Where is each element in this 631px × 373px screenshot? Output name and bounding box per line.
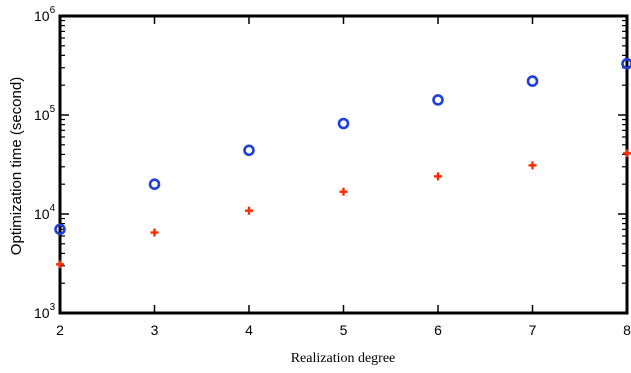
x-tick-label: 6 <box>434 322 442 338</box>
circle-marker <box>621 57 631 70</box>
x-tick-label: 4 <box>245 322 253 338</box>
x-axis: 2 3 4 5 6 7 8 <box>56 16 631 338</box>
x-tick-label: 3 <box>151 322 159 338</box>
circle-marker <box>432 94 444 106</box>
plus-marker <box>528 161 537 170</box>
y-tick-label: 105 <box>34 104 56 123</box>
plus-marker <box>434 172 442 181</box>
circle-marker <box>337 117 350 130</box>
plus-marker <box>150 228 159 237</box>
data-points <box>54 57 631 269</box>
x-axis-label: Realization degree <box>291 351 396 366</box>
y-tick-label: 106 <box>34 5 56 24</box>
x-tick-label: 2 <box>56 322 64 338</box>
plus-marker <box>339 187 348 196</box>
y-tick-label: 104 <box>34 203 56 222</box>
circle-marker <box>54 223 66 236</box>
circle-marker <box>148 178 161 190</box>
circle-marker <box>526 75 539 87</box>
plot-area <box>58 14 629 315</box>
plus-marker <box>623 149 631 158</box>
x-tick-label: 8 <box>623 322 631 338</box>
plus-marker <box>245 206 253 215</box>
x-tick-label: 7 <box>529 322 537 338</box>
circle-marker <box>243 144 255 157</box>
y-tick-label: 103 <box>34 302 56 321</box>
plus-marker <box>56 260 64 269</box>
axes-frame <box>58 14 629 315</box>
y-axis: 103 104 105 106 <box>34 5 627 321</box>
y-axis-label: Optimization time (second) <box>8 77 25 255</box>
x-tick-label: 5 <box>340 322 348 338</box>
